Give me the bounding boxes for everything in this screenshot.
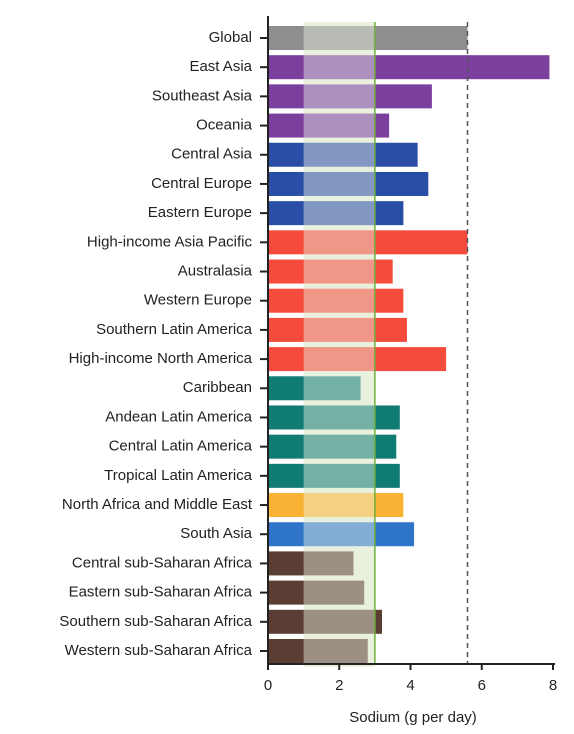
category-label: East Asia xyxy=(189,58,252,75)
category-label: Australasia xyxy=(178,262,253,279)
category-label: Central Europe xyxy=(151,175,252,192)
category-label: Oceania xyxy=(196,117,253,134)
bar xyxy=(268,347,447,372)
bar xyxy=(268,317,407,342)
bar xyxy=(268,259,393,284)
category-label: Caribbean xyxy=(183,379,252,396)
bar xyxy=(268,55,550,80)
category-label: Southern sub-Saharan Africa xyxy=(59,613,252,630)
shaded-overlay xyxy=(303,22,375,667)
category-label: Tropical Latin America xyxy=(104,467,252,484)
x-tick-label: 2 xyxy=(335,677,343,694)
bar xyxy=(268,376,361,401)
category-label: Southern Latin America xyxy=(96,321,253,338)
bar xyxy=(268,405,400,430)
bar xyxy=(268,609,382,634)
bar xyxy=(268,638,368,663)
category-label: Western sub-Saharan Africa xyxy=(65,642,253,659)
category-label: Southeast Asia xyxy=(152,87,253,104)
bar xyxy=(268,493,404,518)
category-label: Eastern Europe xyxy=(148,204,252,221)
category-label: Eastern sub-Saharan Africa xyxy=(69,584,253,601)
category-label: North Africa and Middle East xyxy=(62,496,253,513)
x-tick-label: 6 xyxy=(478,677,486,694)
bar xyxy=(268,113,390,138)
x-tick-label: 8 xyxy=(549,677,557,694)
x-axis-label: Sodium (g per day) xyxy=(349,709,477,726)
category-label: Central sub-Saharan Africa xyxy=(72,554,253,571)
category-label: Western Europe xyxy=(144,292,252,309)
category-label: Global xyxy=(209,29,252,46)
bar xyxy=(268,84,432,109)
category-label: Central Latin America xyxy=(109,438,253,455)
bar xyxy=(268,171,429,196)
x-tick-label: 0 xyxy=(264,677,272,694)
bar xyxy=(268,463,400,488)
bar xyxy=(268,551,354,576)
category-label: Andean Latin America xyxy=(105,408,252,425)
category-label: South Asia xyxy=(180,525,252,542)
bar xyxy=(268,201,404,226)
bar xyxy=(268,26,468,50)
bar xyxy=(268,230,468,255)
category-label: High-income Asia Pacific xyxy=(87,233,253,250)
bar xyxy=(268,288,404,313)
category-label: Central Asia xyxy=(171,146,253,163)
bar xyxy=(268,580,365,605)
bar xyxy=(268,142,418,167)
category-label: High-income North America xyxy=(69,350,253,367)
bar xyxy=(268,522,415,547)
x-tick-label: 4 xyxy=(406,677,414,694)
